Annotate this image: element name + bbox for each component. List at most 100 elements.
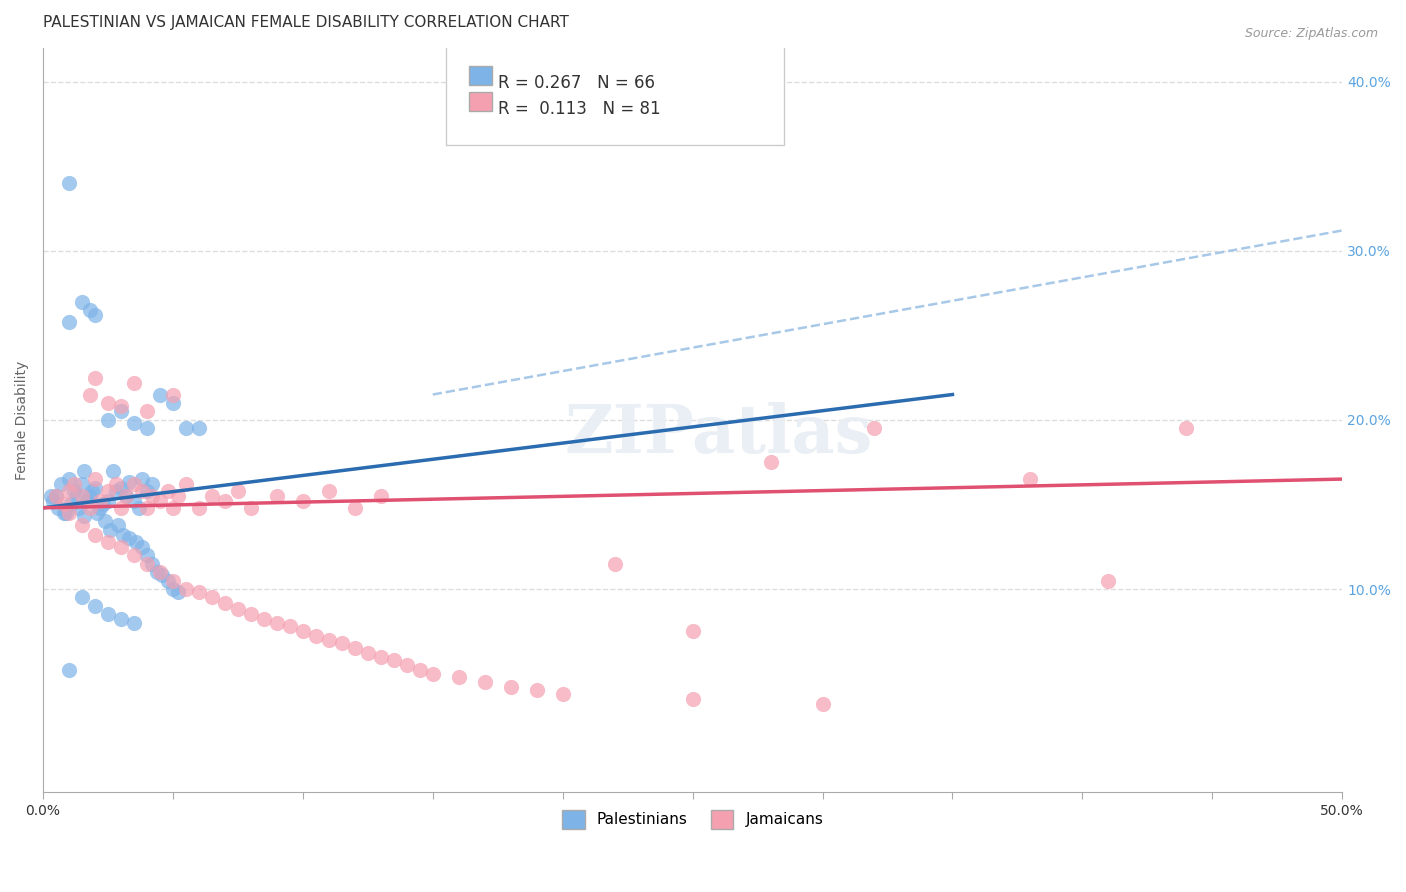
- Point: [253, 612, 276, 626]
- Point: [70, 517, 93, 532]
- Point: [58, 315, 80, 329]
- Point: [167, 489, 190, 503]
- Point: [39, 489, 62, 503]
- Point: [79, 489, 101, 503]
- Point: [447, 670, 470, 684]
- Point: [79, 387, 101, 401]
- Point: [162, 396, 184, 410]
- Point: [135, 421, 157, 435]
- Point: [239, 500, 262, 515]
- Point: [162, 387, 184, 401]
- Point: [474, 675, 496, 690]
- Point: [83, 308, 105, 322]
- Point: [226, 483, 249, 498]
- Point: [811, 697, 834, 711]
- FancyBboxPatch shape: [470, 93, 492, 112]
- Point: [526, 683, 548, 698]
- Point: [382, 653, 405, 667]
- Point: [70, 489, 93, 503]
- Point: [214, 494, 236, 508]
- Point: [174, 421, 197, 435]
- Point: [97, 396, 120, 410]
- Point: [370, 489, 392, 503]
- Point: [97, 483, 120, 498]
- Point: [83, 472, 105, 486]
- Point: [52, 506, 75, 520]
- Point: [156, 574, 179, 588]
- Point: [122, 615, 145, 630]
- Point: [266, 615, 288, 630]
- Point: [343, 641, 366, 656]
- Point: [97, 607, 120, 622]
- Point: [187, 585, 209, 599]
- Point: [174, 582, 197, 596]
- Point: [66, 489, 89, 503]
- Point: [107, 517, 129, 532]
- Point: [45, 489, 67, 503]
- Point: [122, 548, 145, 562]
- Point: [214, 596, 236, 610]
- Point: [135, 557, 157, 571]
- Point: [104, 483, 127, 498]
- Text: ZIPatlas: ZIPatlas: [564, 402, 873, 467]
- Point: [682, 692, 704, 706]
- Point: [94, 514, 117, 528]
- Point: [226, 602, 249, 616]
- Point: [131, 472, 153, 486]
- Point: [343, 500, 366, 515]
- Point: [60, 498, 83, 512]
- Point: [83, 599, 105, 613]
- Point: [131, 540, 153, 554]
- Text: R = 0.267   N = 66: R = 0.267 N = 66: [498, 74, 655, 92]
- Point: [1097, 574, 1119, 588]
- Point: [83, 481, 105, 495]
- Point: [45, 489, 67, 503]
- Point: [330, 636, 353, 650]
- Point: [89, 500, 111, 515]
- Point: [266, 489, 288, 503]
- Text: R =  0.113   N = 81: R = 0.113 N = 81: [498, 100, 661, 118]
- Point: [201, 591, 224, 605]
- Point: [58, 663, 80, 677]
- Point: [152, 568, 174, 582]
- Point: [422, 666, 444, 681]
- Point: [162, 500, 184, 515]
- Point: [91, 498, 114, 512]
- Point: [156, 483, 179, 498]
- Text: Source: ZipAtlas.com: Source: ZipAtlas.com: [1244, 27, 1378, 40]
- Point: [187, 500, 209, 515]
- Point: [863, 421, 886, 435]
- Point: [117, 475, 139, 490]
- Point: [73, 464, 96, 478]
- Point: [141, 557, 163, 571]
- Point: [409, 663, 432, 677]
- Point: [100, 523, 122, 537]
- Point: [122, 494, 145, 508]
- Point: [201, 489, 224, 503]
- Point: [48, 500, 70, 515]
- Point: [110, 481, 132, 495]
- Point: [167, 585, 190, 599]
- Point: [759, 455, 782, 469]
- Point: [89, 494, 111, 508]
- Point: [97, 494, 120, 508]
- Point: [146, 565, 169, 579]
- FancyBboxPatch shape: [446, 40, 783, 145]
- Point: [83, 370, 105, 384]
- Point: [318, 483, 340, 498]
- Point: [63, 477, 86, 491]
- Point: [58, 472, 80, 486]
- Legend: Palestinians, Jamaicans: Palestinians, Jamaicans: [554, 803, 831, 837]
- Point: [187, 421, 209, 435]
- Point: [67, 500, 90, 515]
- Point: [70, 591, 93, 605]
- Point: [162, 574, 184, 588]
- Point: [122, 417, 145, 431]
- Point: [318, 632, 340, 647]
- Point: [82, 483, 104, 498]
- Point: [104, 477, 127, 491]
- Point: [83, 528, 105, 542]
- Point: [97, 534, 120, 549]
- Point: [1175, 421, 1198, 435]
- Point: [135, 483, 157, 498]
